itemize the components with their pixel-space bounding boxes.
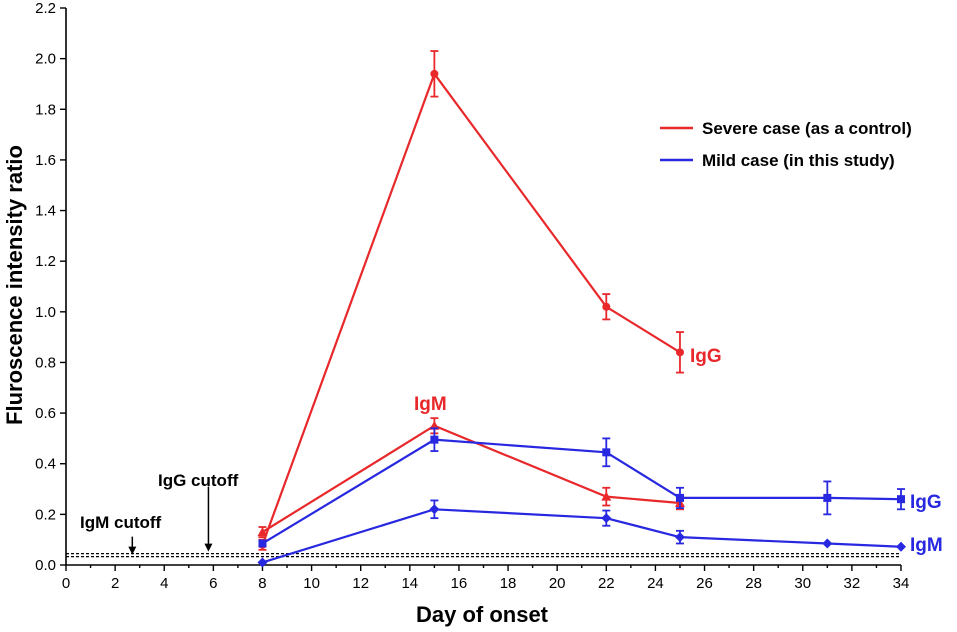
x-tick-label: 22: [598, 575, 615, 592]
x-tick-label: 30: [794, 575, 811, 592]
y-tick-label: 0.6: [35, 405, 56, 422]
legend: Severe case (as a control) Mild case (in…: [660, 119, 912, 170]
data-point: [896, 541, 906, 552]
data-point: [601, 513, 612, 524]
x-tick-label: 14: [401, 575, 418, 592]
x-tick-label: 12: [352, 575, 369, 592]
y-tick-label: 1.8: [35, 101, 56, 118]
y-tick-label: 2.2: [35, 0, 56, 17]
x-tick-label: 6: [209, 575, 217, 592]
series-line: [261, 424, 681, 534]
data-point: [674, 532, 685, 543]
y-tick-label: 1.6: [35, 152, 56, 169]
legend-severe-label: Severe case (as a control): [702, 119, 912, 138]
data-point: [675, 348, 684, 357]
x-tick-label: 26: [696, 575, 713, 592]
x-tick-label: 10: [303, 575, 320, 592]
data-point: [602, 302, 611, 311]
series-line: [261, 438, 902, 545]
data-point: [257, 527, 268, 537]
x-tick-label: 18: [500, 575, 517, 592]
x-tick-label: 0: [62, 575, 70, 592]
x-tick-label: 20: [549, 575, 566, 592]
data-point: [429, 504, 440, 515]
mild-igm-label: IgM: [910, 535, 943, 556]
data-point: [257, 557, 268, 568]
y-tick-label: 0.0: [35, 557, 56, 574]
igg-cutoff-label: IgG cutoff: [158, 471, 239, 490]
x-tick-label: 34: [893, 575, 910, 592]
data-point: [823, 493, 832, 502]
y-tick-label: 0.8: [35, 354, 56, 371]
mild-igg-label: IgG: [910, 492, 942, 513]
series-line: [261, 71, 681, 546]
x-tick-label: 16: [451, 575, 468, 592]
y-tick-label: 0.4: [35, 456, 56, 473]
data-point: [430, 69, 439, 78]
x-tick-label: 2: [111, 575, 119, 592]
data-point: [602, 448, 611, 457]
x-tick-label: 24: [647, 575, 664, 592]
x-tick-label: 28: [745, 575, 762, 592]
x-tick-label: 32: [844, 575, 861, 592]
chart-plot-layer: 0.00.20.40.60.81.01.21.41.61.82.02.20 2 4 6…: [35, 0, 909, 592]
data-point: [897, 495, 905, 504]
data-point: [430, 435, 439, 444]
y-tick-label: 0.2: [35, 506, 56, 523]
y-tick-label: 1.0: [35, 304, 56, 321]
y-tick-label: 2.0: [35, 51, 56, 68]
cutoff-arrow-head: [204, 543, 213, 552]
x-tick-label: 4: [160, 575, 168, 592]
x-tick-label: 8: [258, 575, 266, 592]
y-tick-label: 1.2: [35, 253, 56, 270]
legend-mild-label: Mild case (in this study): [702, 151, 895, 170]
data-point: [675, 493, 684, 502]
igm-cutoff-label: IgM cutoff: [80, 513, 162, 532]
severe-igg-label: IgG: [690, 346, 722, 367]
y-axis-title: Fluroscence intensity ratio: [2, 145, 27, 425]
data-point: [258, 539, 267, 548]
series-line: [262, 508, 902, 564]
y-tick-label: 1.4: [35, 203, 56, 220]
x-axis-title: Day of onset: [416, 602, 549, 627]
data-point: [822, 538, 833, 549]
severe-igm-label: IgM: [414, 394, 447, 415]
cutoff-arrow-head: [128, 546, 137, 555]
data-point: [601, 491, 612, 501]
